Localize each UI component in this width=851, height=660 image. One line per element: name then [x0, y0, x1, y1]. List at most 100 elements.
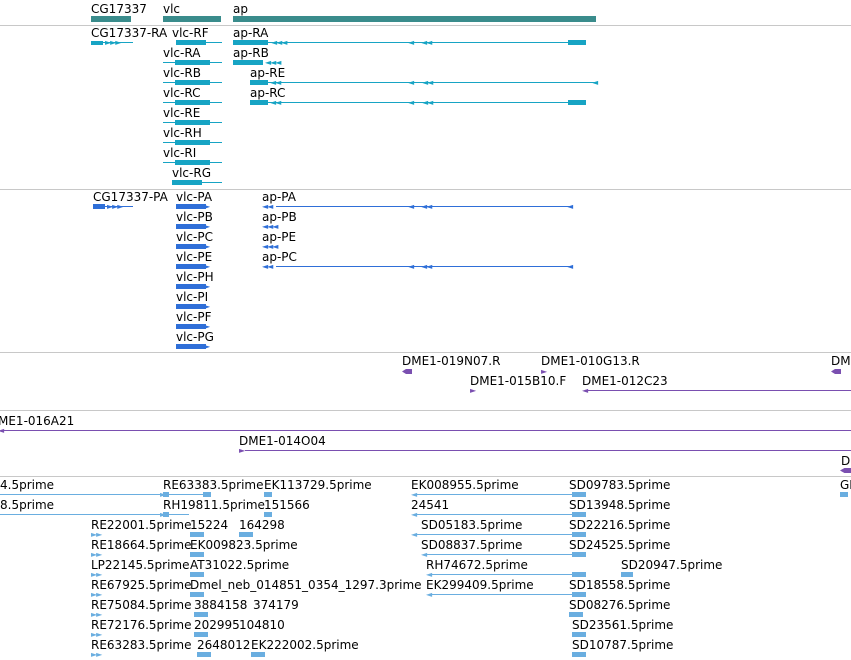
- protein-feature[interactable]: ◄◄ ◄ ◄◄ ◄: [262, 202, 573, 211]
- est-label[interactable]: 8.5prime: [0, 498, 55, 512]
- clone-label[interactable]: DME1-010G13.R: [541, 354, 640, 368]
- transcript-feature[interactable]: ►►►: [91, 39, 133, 47]
- est-label[interactable]: 3884158: [194, 598, 248, 612]
- est-feature[interactable]: [197, 651, 217, 658]
- est-label[interactable]: GI: [840, 478, 851, 492]
- protein-feature[interactable]: ►: [176, 343, 212, 351]
- protein-label[interactable]: CG17337-PA: [93, 190, 168, 204]
- est-feature[interactable]: ◄: [411, 491, 586, 499]
- est-feature[interactable]: ►►: [91, 550, 102, 559]
- est-label[interactable]: SD13948.5prime: [569, 498, 671, 512]
- transcript-label[interactable]: vlc-RE: [163, 106, 201, 120]
- protein-label[interactable]: ap-PA: [262, 190, 296, 204]
- protein-label[interactable]: vlc-PA: [176, 190, 213, 204]
- clone-feature[interactable]: ►: [239, 447, 851, 455]
- protein-label[interactable]: vlc-PH: [176, 270, 214, 284]
- clone-label[interactable]: ME1-016A21: [0, 414, 75, 428]
- transcript-feature[interactable]: [172, 179, 222, 186]
- est-feature[interactable]: ►►: [91, 610, 102, 619]
- protein-label[interactable]: ap-PB: [262, 210, 297, 224]
- est-feature[interactable]: [572, 651, 586, 658]
- protein-feature[interactable]: ►: [176, 263, 212, 271]
- est-label[interactable]: 151566: [264, 498, 310, 512]
- est-feature[interactable]: [190, 551, 210, 558]
- est-label[interactable]: SD24525.5prime: [569, 538, 671, 552]
- est-feature[interactable]: [194, 611, 214, 618]
- clone-label[interactable]: DME1-012C23: [582, 374, 668, 388]
- est-feature[interactable]: [264, 491, 274, 498]
- transcript-label[interactable]: ap-RE: [250, 66, 286, 80]
- est-label[interactable]: SD18558.5prime: [569, 578, 671, 592]
- est-label[interactable]: RE75084.5prime: [91, 598, 192, 612]
- est-feature[interactable]: ►►: [91, 630, 102, 639]
- est-label[interactable]: 24541: [411, 498, 450, 512]
- transcript-label[interactable]: ap-RC: [250, 86, 286, 100]
- est-feature[interactable]: ►►: [91, 590, 102, 599]
- clone-feature[interactable]: ◄: [582, 387, 851, 395]
- est-label[interactable]: SD23561.5prime: [572, 618, 674, 632]
- transcript-label[interactable]: CG17337-RA: [91, 26, 168, 40]
- protein-feature[interactable]: ►: [176, 203, 212, 211]
- est-label[interactable]: EK222002.5prime: [251, 638, 359, 652]
- est-label[interactable]: Dmel_neb_014851_0354_1297.3prime: [190, 578, 422, 592]
- est-label[interactable]: RH74672.5prime: [426, 558, 528, 572]
- est-label[interactable]: 15224: [190, 518, 229, 532]
- est-feature[interactable]: ►►: [91, 570, 102, 579]
- transcript-feature[interactable]: [163, 119, 222, 126]
- est-label[interactable]: EK299409.5prime: [426, 578, 534, 592]
- est-feature[interactable]: [190, 591, 210, 598]
- est-feature[interactable]: [251, 651, 271, 658]
- transcript-label[interactable]: vlc-RF: [172, 26, 209, 40]
- est-label[interactable]: 2648012: [197, 638, 251, 652]
- protein-feature[interactable]: ►: [176, 323, 212, 331]
- est-label[interactable]: RE72176.5prime: [91, 618, 192, 632]
- clone-feature[interactable]: [831, 368, 841, 375]
- est-label[interactable]: RE63283.5prime: [91, 638, 192, 652]
- est-label[interactable]: 4.5prime: [0, 478, 55, 492]
- protein-feature[interactable]: ►: [176, 243, 212, 251]
- transcript-feature[interactable]: [163, 79, 222, 86]
- protein-feature[interactable]: ◄◄◄: [262, 242, 279, 251]
- clone-label[interactable]: DME1-014O04: [239, 434, 326, 448]
- gene-feature[interactable]: [163, 16, 221, 22]
- est-feature[interactable]: ◄: [411, 531, 586, 539]
- est-feature[interactable]: [163, 491, 213, 498]
- est-label[interactable]: RE67925.5prime: [91, 578, 192, 592]
- est-feature[interactable]: [194, 631, 214, 638]
- clone-label[interactable]: DM: [831, 354, 851, 368]
- est-label[interactable]: RH19811.5prime: [163, 498, 265, 512]
- transcript-feature[interactable]: [163, 139, 222, 146]
- transcript-feature[interactable]: [163, 59, 222, 66]
- clone-label[interactable]: DME1-015B10.F: [470, 374, 567, 388]
- protein-label[interactable]: ap-PC: [262, 250, 297, 264]
- est-feature[interactable]: [163, 511, 193, 518]
- est-label[interactable]: SD22216.5prime: [569, 518, 671, 532]
- est-label[interactable]: 104810: [239, 618, 285, 632]
- est-feature[interactable]: [264, 511, 274, 518]
- est-feature[interactable]: ◄: [426, 591, 586, 599]
- transcript-label[interactable]: vlc-RG: [172, 166, 211, 180]
- est-label[interactable]: SD20947.5prime: [621, 558, 723, 572]
- protein-label[interactable]: vlc-PB: [176, 210, 213, 224]
- est-label[interactable]: SD05183.5prime: [421, 518, 523, 532]
- est-label[interactable]: LP22145.5prime: [91, 558, 190, 572]
- clone-feature[interactable]: ◄: [0, 427, 851, 435]
- est-feature[interactable]: ◄: [426, 571, 586, 579]
- est-label[interactable]: SD10787.5prime: [572, 638, 674, 652]
- protein-label[interactable]: vlc-PI: [176, 290, 209, 304]
- est-feature[interactable]: [569, 611, 586, 618]
- transcript-label[interactable]: vlc-RC: [163, 86, 201, 100]
- clone-label[interactable]: D: [841, 454, 851, 468]
- clone-feature[interactable]: ►: [470, 386, 476, 395]
- est-feature[interactable]: ◄: [421, 551, 586, 559]
- est-label[interactable]: EK113729.5prime: [264, 478, 372, 492]
- gene-feature[interactable]: [233, 16, 596, 22]
- transcript-feature[interactable]: [176, 39, 222, 46]
- protein-feature[interactable]: ◄◄ ◄ ◄◄ ◄: [262, 262, 573, 271]
- transcript-feature[interactable]: ◄◄◄: [233, 59, 289, 67]
- est-label[interactable]: EK008955.5prime: [411, 478, 519, 492]
- transcript-label[interactable]: vlc-RA: [163, 46, 201, 60]
- protein-feature[interactable]: ►►►: [93, 203, 133, 211]
- transcript-feature[interactable]: [163, 99, 222, 106]
- est-feature[interactable]: [840, 491, 851, 498]
